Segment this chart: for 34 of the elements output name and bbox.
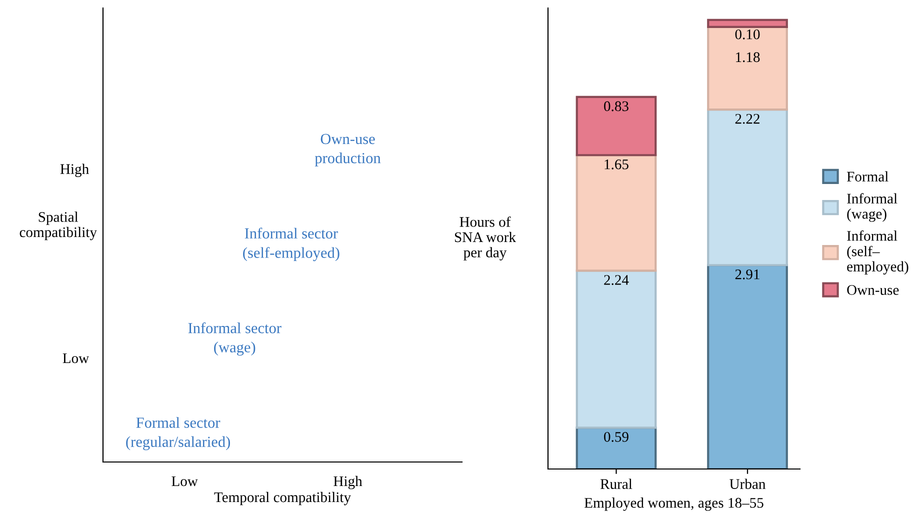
- x-tick-label: Rural: [600, 478, 632, 489]
- x-axis-title: Employed women, ages 18–55: [584, 498, 764, 511]
- bar: [576, 154, 657, 272]
- bar: [707, 26, 788, 111]
- text: Temporal compatibility: [214, 492, 351, 506]
- text: Formal sector (regular/salaried): [126, 417, 230, 450]
- data-label: 0.59: [604, 432, 628, 442]
- category-label: Low: [62, 353, 90, 364]
- bar: [576, 426, 657, 469]
- data-label: 2.22: [735, 114, 760, 124]
- data-label: 2.91: [735, 269, 760, 280]
- bar: [707, 264, 788, 469]
- legend-label: Formal: [846, 171, 888, 182]
- category-label: Low: [172, 476, 198, 486]
- text: Spatial compatibility: [20, 212, 97, 240]
- legend-label: Informal (self– employed): [847, 230, 908, 274]
- data-label: 0.10: [735, 29, 760, 40]
- data-label: 0.83: [604, 101, 628, 112]
- data-label: 2.24: [604, 275, 629, 285]
- bar: [576, 96, 657, 156]
- bar: [576, 270, 657, 429]
- text: Informal sector (self-employed): [243, 228, 340, 262]
- bar: [707, 18, 788, 28]
- legend-label: Own-use: [847, 285, 899, 295]
- bar: [707, 108, 788, 266]
- text: Own-use production: [314, 134, 381, 166]
- category-label: High: [334, 476, 362, 490]
- y-axis-title: Hours of SNA work per day: [454, 216, 516, 260]
- category-label: High: [60, 164, 89, 177]
- data-label: 1.65: [604, 159, 628, 170]
- x-tick-label: Urban: [730, 478, 766, 489]
- data-label: 1.18: [736, 52, 760, 62]
- text: Informal sector (wage): [188, 322, 282, 356]
- legend-label: Informal (wage): [847, 193, 898, 222]
